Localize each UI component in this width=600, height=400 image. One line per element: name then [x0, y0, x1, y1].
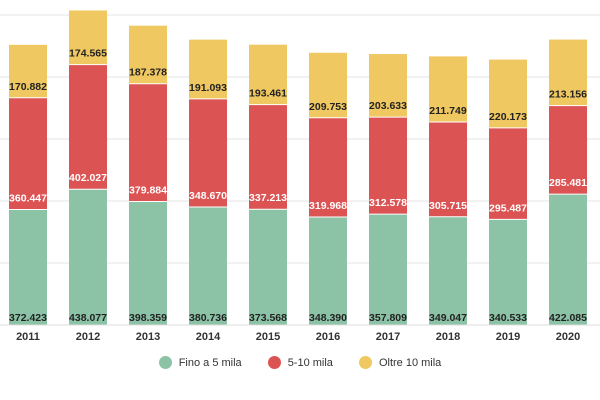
x-tick-label: 2011	[16, 331, 40, 343]
x-tick-label: 2013	[136, 331, 160, 343]
data-label: 422.085	[549, 312, 587, 324]
data-label: 360.447	[9, 193, 47, 205]
data-label: 379.884	[129, 185, 167, 197]
data-label: 285.481	[549, 177, 587, 189]
data-label: 357.809	[369, 312, 407, 324]
data-label: 220.173	[489, 111, 527, 123]
data-label: 312.578	[369, 197, 407, 209]
x-axis-ticks: 2011 2012 2013 2014 2015 2016 2017 2018 2019 2020	[0, 324, 600, 343]
bar-segment	[309, 117, 347, 217]
bar-segment	[489, 127, 527, 220]
data-label: 203.633	[369, 100, 407, 112]
legend: Fino a 5 mila 5-10 mila Oltre 10 mila	[0, 356, 600, 369]
bar-segment	[429, 216, 467, 325]
data-label: 174.565	[69, 48, 107, 60]
data-label: 193.461	[249, 88, 287, 100]
x-tick-label: 2020	[556, 331, 580, 343]
bar-segment	[369, 54, 407, 118]
bar-segment	[549, 39, 587, 106]
data-label: 402.027	[69, 172, 107, 184]
data-label: 191.093	[189, 82, 227, 94]
bar-segment	[69, 189, 107, 325]
data-label: 348.670	[189, 190, 227, 202]
bar-segment	[429, 122, 467, 217]
bar-segment	[309, 52, 347, 118]
bar-segment	[69, 10, 107, 65]
legend-item: Fino a 5 mila	[158, 356, 242, 369]
data-label: 340.533	[489, 312, 527, 324]
bar-segment	[249, 209, 287, 325]
data-label: 209.753	[309, 101, 347, 113]
data-label: 295.487	[489, 202, 527, 214]
data-label: 170.882	[9, 81, 47, 93]
legend-label: 5-10 mila	[287, 356, 333, 369]
x-tick-label: 2019	[496, 331, 520, 343]
bar-segment	[129, 83, 167, 202]
data-label: 187.378	[129, 67, 167, 79]
bar-segment	[369, 214, 407, 325]
legend-swatch	[158, 356, 172, 369]
bar-segment	[129, 201, 167, 325]
legend-label: Oltre 10 mila	[378, 356, 442, 369]
x-tick-label: 2018	[436, 331, 460, 343]
bar-segment	[129, 25, 167, 84]
data-label: 348.390	[309, 312, 347, 324]
data-label: 213.156	[549, 89, 587, 101]
data-label: 380.736	[189, 312, 227, 324]
legend-swatch	[358, 356, 372, 369]
data-label: 211.749	[429, 105, 467, 117]
bar-segment	[9, 97, 47, 210]
legend-item: 5-10 mila	[267, 356, 333, 369]
x-tick-label: 2015	[256, 331, 280, 343]
data-label: 337.213	[249, 192, 287, 204]
bar-segment	[549, 194, 587, 325]
data-label: 438.077	[69, 312, 107, 324]
bar-segment	[189, 206, 227, 325]
data-label: 305.715	[429, 200, 467, 212]
data-label: 372.423	[9, 312, 47, 324]
bar-segment	[69, 64, 107, 190]
bar-segment	[9, 209, 47, 325]
bar-segment	[489, 59, 527, 128]
bar-segment	[249, 104, 287, 210]
data-label: 349.047	[429, 312, 467, 324]
legend-label: Fino a 5 mila	[178, 356, 242, 369]
x-tick-label: 2017	[376, 331, 400, 343]
x-tick-label: 2014	[196, 331, 221, 343]
bar-segment	[9, 44, 47, 98]
bar-segment	[249, 44, 287, 105]
bar-segment	[489, 219, 527, 325]
legend-swatch	[267, 356, 281, 369]
bar-segment	[549, 105, 587, 195]
data-label: 319.968	[309, 200, 347, 212]
x-tick-label: 2016	[316, 331, 340, 343]
bar-segment	[369, 117, 407, 215]
x-tick-label: 2012	[76, 331, 100, 343]
bar-segment	[189, 98, 227, 207]
data-labels: 372.423 360.447 170.882 438.077 402.027 174.5…	[9, 48, 587, 324]
bar-segment	[189, 39, 227, 99]
data-label: 373.568	[249, 312, 287, 324]
legend-item: Oltre 10 mila	[358, 356, 442, 369]
bar-segment	[309, 216, 347, 325]
data-label: 398.359	[129, 312, 167, 324]
bar-segment	[429, 56, 467, 123]
bars	[9, 10, 587, 325]
